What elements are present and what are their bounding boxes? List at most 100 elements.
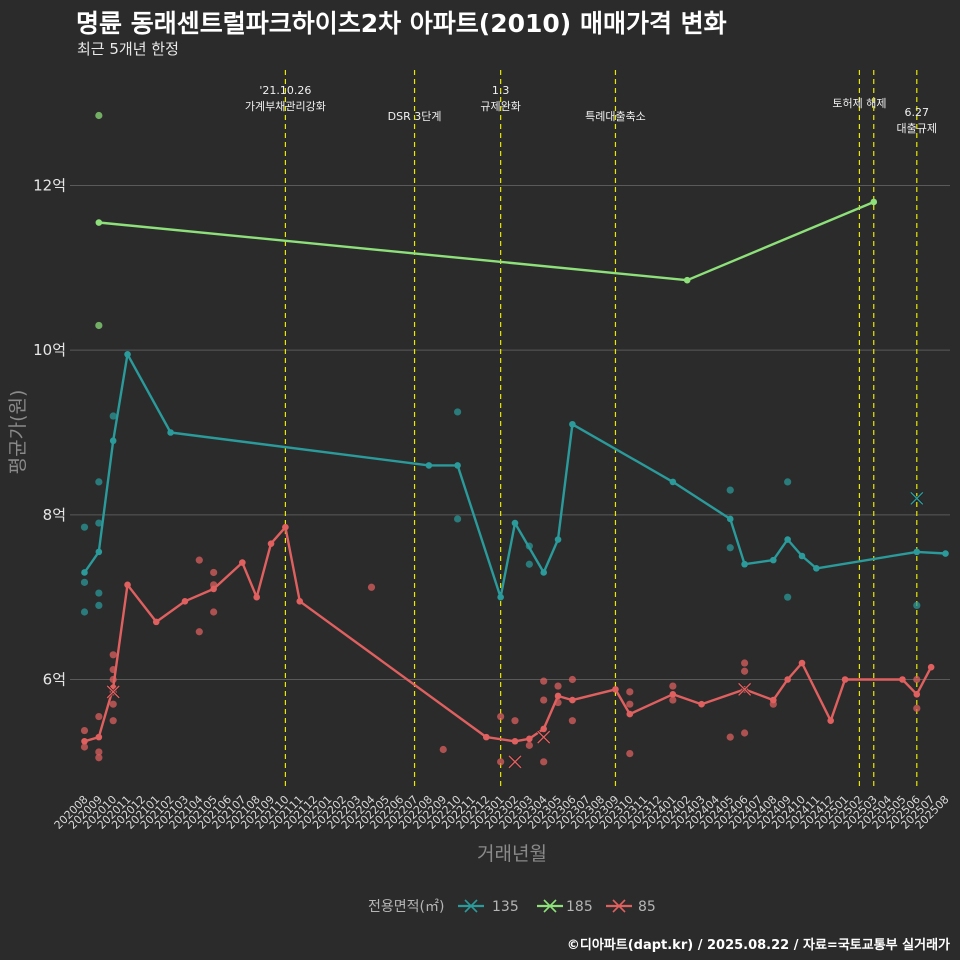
line-point: [81, 737, 88, 745]
event-label: 특례대출축소: [585, 110, 646, 123]
data-point: [497, 758, 505, 766]
data-point: [540, 758, 548, 766]
line-point: [109, 437, 117, 445]
legend-entry-135: 135: [492, 899, 519, 915]
x-tick-layer: 2020082020092020102020112020122021012021…: [52, 793, 952, 832]
line-point: [841, 676, 849, 683]
data-point: [497, 712, 505, 721]
line-point: [81, 569, 88, 576]
line-point: [899, 676, 906, 683]
y-tick-label: 12억: [33, 177, 66, 195]
data-point: [626, 688, 634, 696]
line-point: [913, 691, 921, 698]
y-tick-label: 10억: [33, 341, 66, 359]
legend-entry-185: 185: [566, 899, 593, 915]
data-point: [741, 729, 749, 737]
line-point: [784, 536, 791, 543]
data-point: [95, 754, 103, 762]
line-point: [626, 710, 634, 718]
line-point: [540, 725, 547, 733]
legend: 전용면적(㎡) 135 185 85: [368, 899, 656, 915]
line-point: [569, 420, 576, 428]
line-point: [798, 552, 806, 560]
line-point: [927, 663, 935, 671]
data-point: [109, 717, 117, 725]
line-point: [726, 515, 734, 523]
series-line: [98, 200, 875, 282]
line-point: [210, 585, 217, 593]
data-point: [95, 321, 103, 330]
data-point: [439, 745, 447, 754]
x-marker: [106, 685, 120, 699]
data-point: [554, 682, 562, 690]
data-point: [80, 743, 89, 751]
data-point: [195, 628, 203, 636]
line-point: [554, 536, 562, 543]
line-point: [296, 597, 304, 605]
source-credit: ©디아파트(dapt.kr) / 2025.08.22 / 자료=국토교통부 실…: [566, 938, 950, 953]
data-point: [80, 608, 89, 616]
data-point: [95, 601, 103, 610]
data-point: [913, 601, 921, 610]
line-point: [870, 198, 878, 206]
data-point: [109, 412, 117, 420]
data-point: [726, 733, 734, 741]
line-point: [95, 733, 103, 741]
data-point: [540, 677, 548, 685]
event-label: '21.10.26: [259, 84, 311, 97]
data-point: [80, 523, 89, 531]
data-point: [741, 667, 749, 675]
chart-title: 명륜 동래센트럴파크하이츠2차 아파트(2010) 매매가격 변화: [76, 9, 727, 38]
data-point: [454, 515, 462, 523]
line-point: [913, 548, 921, 556]
x-marker: [508, 755, 522, 769]
event-label: 6.27: [905, 106, 930, 119]
data-point: [210, 608, 218, 616]
line-point: [612, 686, 619, 693]
line-point: [770, 696, 777, 704]
line-point: [454, 462, 461, 469]
line-point: [511, 737, 519, 745]
data-point: [367, 583, 376, 591]
event-label: 규제완화: [480, 100, 520, 113]
line-point: [741, 560, 748, 568]
data-point: [726, 486, 734, 494]
line-point: [770, 556, 777, 564]
legend-key-x: [612, 899, 626, 913]
y-tick-label: 6억: [43, 671, 66, 689]
data-point: [784, 593, 792, 601]
data-point: [95, 478, 103, 486]
line-point: [569, 696, 576, 704]
y-tick-layer: 6억 8억 10억 12억: [33, 177, 66, 689]
line-point: [181, 597, 189, 605]
line-point: [267, 540, 275, 547]
data-point: [95, 589, 103, 597]
line-point: [124, 581, 131, 589]
data-point: [913, 704, 921, 712]
event-label: DSR 3단계: [388, 110, 442, 123]
line-point: [239, 559, 246, 566]
line-point: [95, 219, 103, 226]
data-point: [195, 556, 203, 564]
event-label: 대출규제: [897, 122, 937, 135]
line-point: [497, 593, 504, 601]
chart-subtitle: 최근 5개년 한정: [77, 40, 179, 58]
data-point: [669, 696, 677, 704]
line-point: [483, 733, 490, 741]
data-point: [95, 712, 103, 721]
line-point: [124, 350, 131, 358]
line-point: [554, 692, 562, 700]
event-label: 토허제 해제: [832, 96, 886, 110]
x-marker: [537, 730, 551, 744]
grid-layer: [70, 185, 950, 680]
legend-key-x: [464, 899, 478, 913]
data-point: [626, 700, 634, 708]
line-point: [526, 735, 533, 743]
data-point: [95, 111, 103, 120]
data-point: [741, 659, 749, 667]
data-point: [726, 544, 734, 552]
line-point: [167, 429, 174, 436]
legend-title: 전용면적(㎡): [368, 899, 444, 915]
